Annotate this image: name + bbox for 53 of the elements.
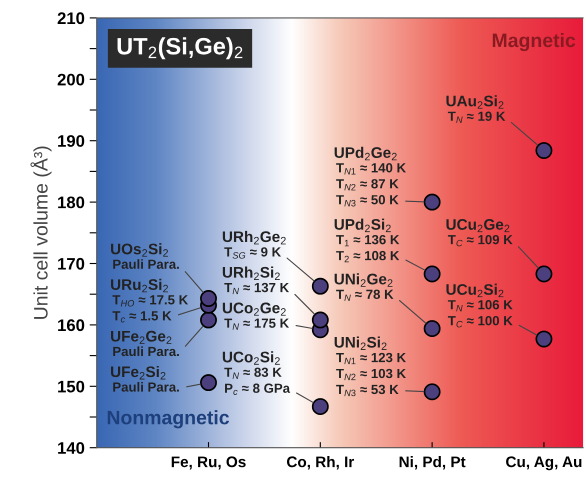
annotation: T$_{N3}$ ≈ 50 K [336,195,399,206]
annotation: P$_{c}$ ≈ 8 GPa [225,384,290,395]
annotation: UFe$_{2}$Ge$_{2}$ [111,330,172,344]
annotation: UCu$_{2}$Ge$_{2}$ [446,219,510,232]
annotation: T$_{HO}$ ≈ 17.5 K [112,295,188,307]
annotation: UPd$_{2}$Ge$_{2}$ [334,146,397,160]
x-tick-label: Ni, Pd, Pt [400,456,466,470]
annotation: URh$_{2}$Ge$_{2}$ [222,230,286,244]
x-tick-label: Co, Rh, Ir [286,456,354,470]
annotation: T$_{SG}$ ≈ 9 K [224,247,282,259]
annotation: Pauli Para. [113,346,179,356]
y-tick-label: 200 [58,74,84,86]
annotation: Pauli Para. [113,259,179,269]
y-tick-label: 180 [58,196,84,208]
annotation: UAu$_{2}$Si$_{2}$ [446,95,504,109]
annotation: T$_{N1}$ ≈ 140 K [336,163,406,174]
annotation: URu$_{2}$Si$_{2}$ [111,278,168,292]
annotation: T$_{N}$ ≈ 19 K [448,112,506,123]
annotation: T$_{c}$ ≈ 1.5 K [112,311,172,322]
y-axis-title: Unit cell volume (Å³) [30,146,52,319]
text: UT$_{2}$(Si,Ge)$_{2}$ [118,37,242,60]
y-tick-label: 190 [58,135,84,147]
x-tick-label: Fe, Ru, Os [172,456,246,470]
annotation: UPd$_{2}$Si$_{2}$ [334,218,391,232]
annotation: T$_{N2}$ ≈ 103 K [336,368,406,380]
annotation: UNi$_{2}$Ge$_{2}$ [334,273,392,287]
annotation: T$_{N}$ ≈ 106 K [448,300,513,312]
annotation: UCo$_{2}$Ge$_{2}$ [222,302,286,316]
annotation: T$_{N1}$ ≈ 123 K [336,352,406,364]
annotation: Magnetic [492,32,576,52]
annotation: T$_{N}$ ≈ 175 K [224,318,290,330]
annotation: URh$_{2}$Si$_{2}$ [222,266,280,280]
annotation: UCo$_{2}$Si$_{2}$ [222,351,280,365]
y-tick-label: 170 [58,258,84,270]
annotation: T$_{N}$ ≈ 83 K [224,368,282,379]
y-tick-label: 150 [58,380,84,393]
annotation: T$_{C}$ ≈ 109 K [448,234,513,246]
annotation: UCu$_{2}$Si$_{2}$ [446,284,504,298]
y-tick-label: 140 [58,442,84,454]
annotation: UFe$_{2}$Si$_{2}$ [111,366,166,380]
annotation: T$_{N3}$ ≈ 53 K [336,384,399,396]
annotation: Pauli Para. [113,382,179,392]
y-tick-label: 160 [58,319,84,332]
annotation: T$_{N}$ ≈ 137 K [224,282,290,294]
annotation: T$_{2}$ ≈ 108 K [336,250,400,262]
x-tick-label: Cu, Ag, Au [506,456,582,470]
annotation: T$_{C}$ ≈ 100 K [448,316,513,328]
annotation: T$_{N2}$ ≈ 87 K [336,179,399,190]
annotation: T$_{1}$ ≈ 136 K [336,234,400,246]
annotation: T$_{N}$ ≈ 78 K [336,290,394,301]
y-tick-label: 210 [58,12,84,24]
annotation: UOs$_{2}$Si$_{2}$ [111,243,168,257]
annotation: UNi$_{2}$Si$_{2}$ [334,336,387,350]
